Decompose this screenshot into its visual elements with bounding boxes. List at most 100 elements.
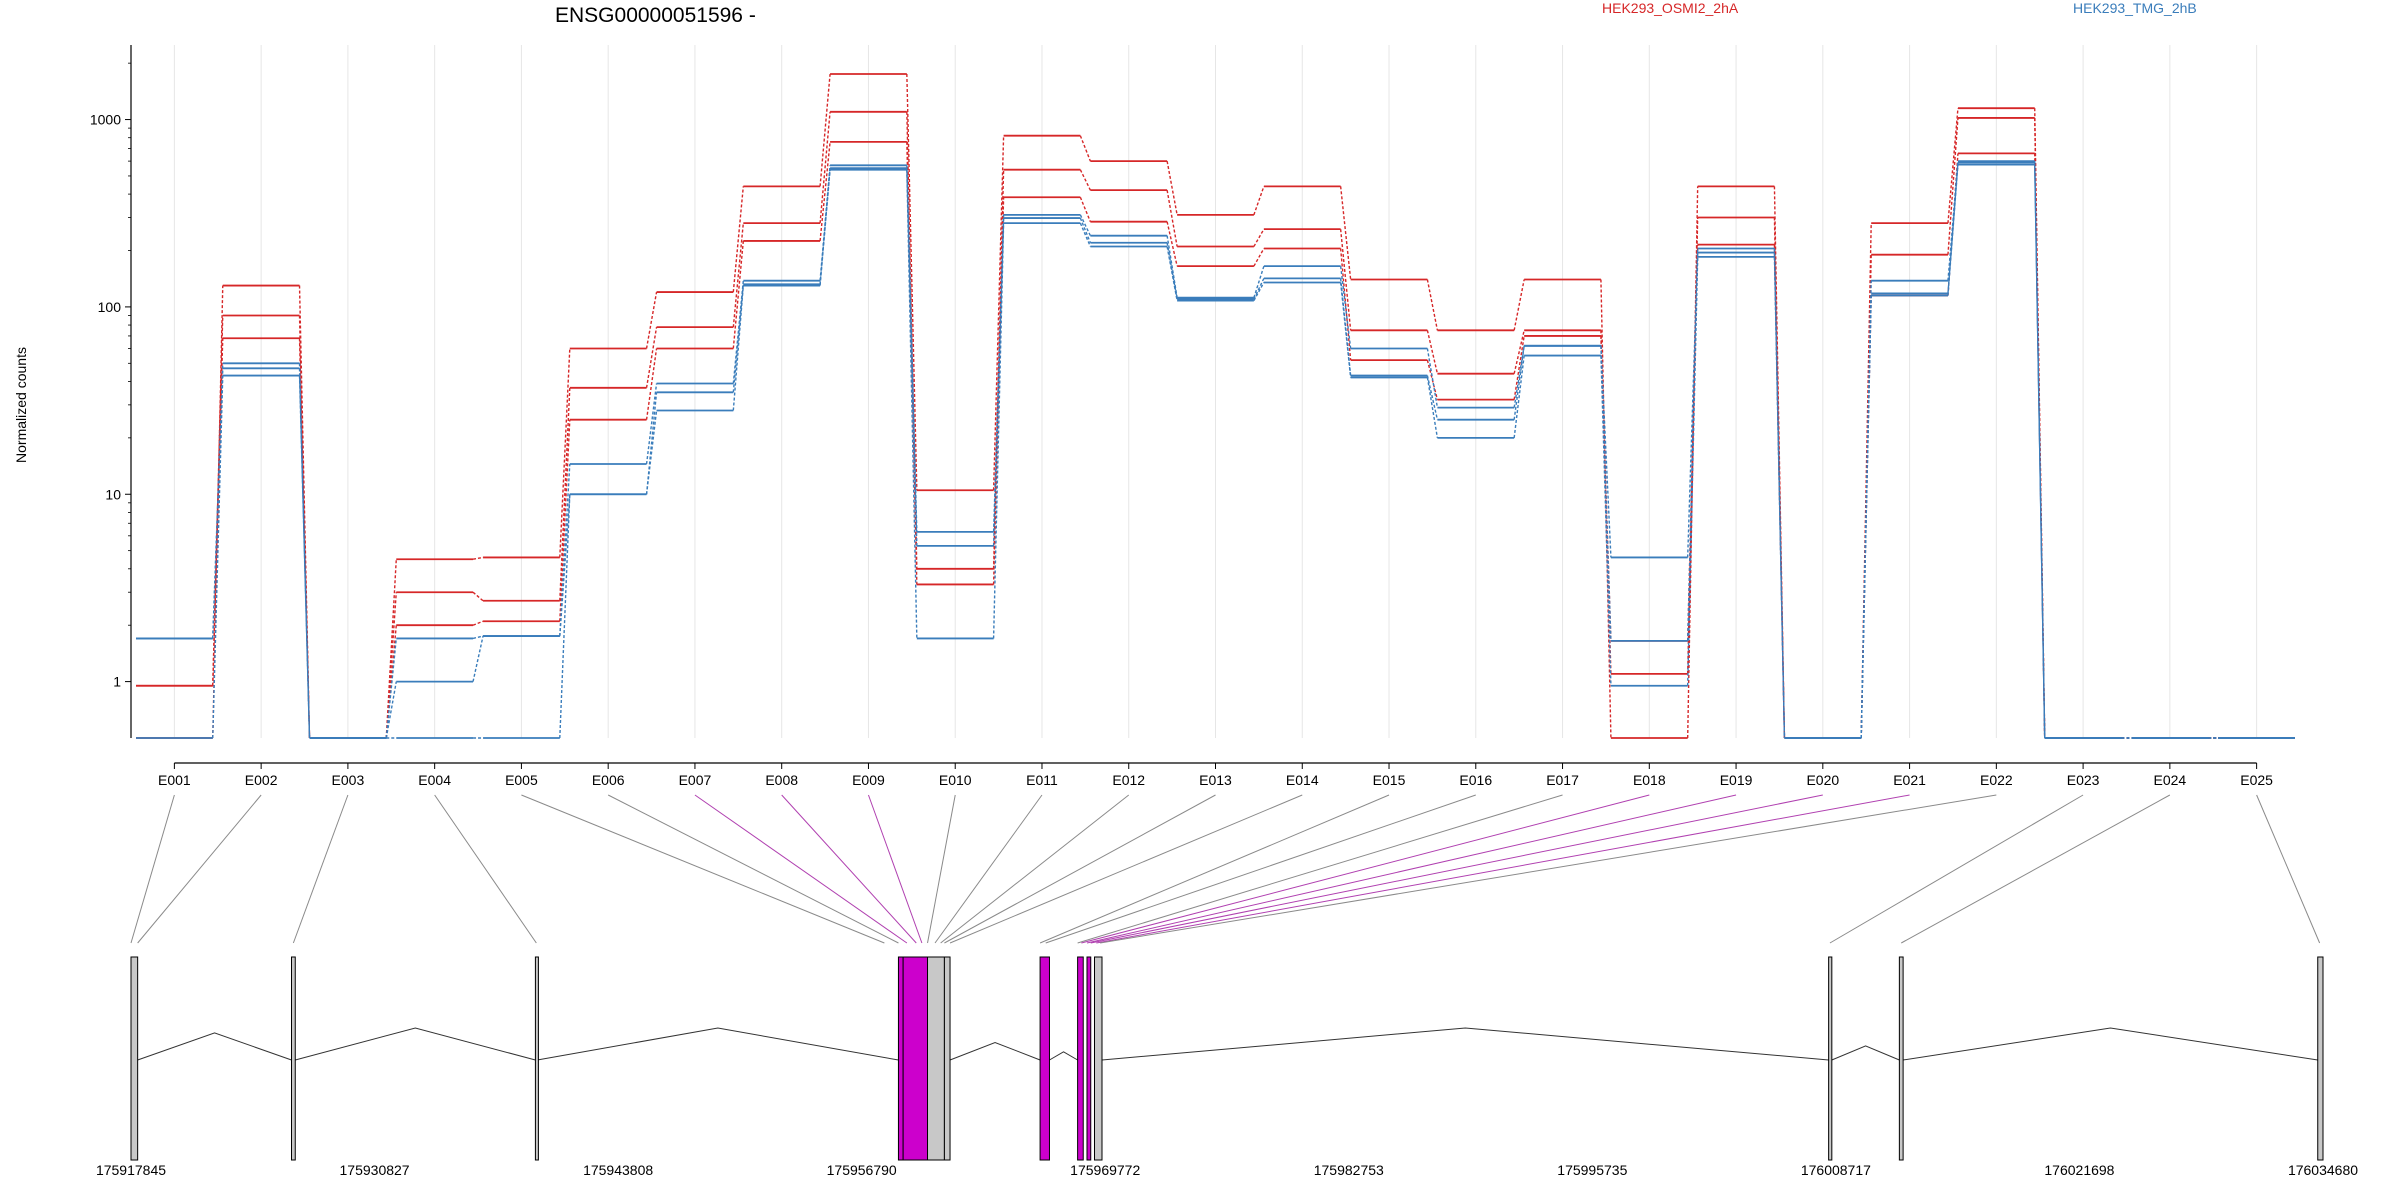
- intron-line: [295, 1027, 536, 1061]
- connector-E017: [1077, 794, 1563, 944]
- x-tick-label-E020: E020: [1806, 772, 1839, 788]
- series-1-step: [1253, 228, 1265, 247]
- series-1-step: [645, 327, 658, 388]
- series-0-step: [819, 73, 831, 187]
- connector-E003: [292, 794, 349, 944]
- series-3-step: [1860, 280, 1872, 739]
- series-0-step: [1253, 186, 1265, 216]
- coordinate-label-0: 175917845: [96, 1162, 166, 1178]
- connector-E006: [607, 794, 899, 944]
- series-2-step: [1339, 248, 1352, 361]
- exon-block-5: [927, 956, 945, 1161]
- series-2-step: [212, 338, 224, 686]
- y-tick-label-2: 100: [98, 299, 122, 315]
- series-5-step: [1686, 256, 1699, 686]
- x-tick-label-E021: E021: [1893, 772, 1926, 788]
- y-tick-label-0: 1: [113, 674, 121, 690]
- x-tick-label-E008: E008: [765, 772, 798, 788]
- series-1-step: [559, 387, 571, 601]
- series-0-step: [1513, 279, 1525, 331]
- series-3-step: [1079, 214, 1091, 236]
- series-1-step: [732, 223, 745, 328]
- series-5-step: [2034, 164, 2046, 739]
- series-3-step: [472, 635, 484, 640]
- x-tick-label-E007: E007: [679, 772, 712, 788]
- coordinate-label-7: 176008717: [1801, 1162, 1871, 1178]
- exon-block-8: [1077, 956, 1084, 1161]
- x-tick-label-E004: E004: [418, 772, 451, 788]
- connector-E009: [867, 794, 923, 944]
- connector-E014: [949, 794, 1303, 944]
- series-1-step: [1079, 169, 1091, 191]
- x-tick-label-E011: E011: [1026, 772, 1058, 788]
- x-tick-label-E003: E003: [332, 772, 365, 788]
- connector-E010: [927, 794, 956, 944]
- exon-block-4: [902, 956, 929, 1161]
- series-5-step: [1339, 282, 1352, 378]
- series-0-step: [992, 135, 1005, 491]
- coordinate-label-8: 176021698: [2044, 1162, 2114, 1178]
- series-4-step: [1253, 278, 1265, 300]
- intron-line: [1101, 1027, 1829, 1061]
- series-4-step: [298, 368, 311, 739]
- series-5-step: [992, 223, 1005, 639]
- connector-E001: [130, 794, 175, 944]
- x-tick-label-E012: E012: [1112, 772, 1145, 788]
- series-5-step: [559, 494, 571, 637]
- exon-block-11: [1828, 956, 1833, 1161]
- series-5-step: [472, 635, 484, 682]
- series-lines: [136, 73, 2295, 739]
- x-tick-label-E010: E010: [939, 772, 972, 788]
- series-2-step: [732, 240, 745, 349]
- exon-block-6: [943, 956, 951, 1161]
- intron-line: [537, 1027, 899, 1061]
- series-2-step: [1513, 335, 1525, 400]
- x-tick-label-E019: E019: [1720, 772, 1753, 788]
- x-tick-label-E017: E017: [1546, 772, 1579, 788]
- exon-block-10: [1093, 956, 1103, 1161]
- x-tick-label-E023: E023: [2067, 772, 2100, 788]
- series-4-step: [1079, 217, 1092, 244]
- series-5-step: [1860, 295, 1872, 739]
- series-0-step: [1600, 279, 1612, 739]
- x-tick-label-E009: E009: [852, 772, 885, 788]
- series-4-step: [559, 494, 571, 739]
- series-1-step: [1166, 190, 1178, 247]
- series-5-step: [1253, 282, 1265, 301]
- connector-E004: [434, 794, 537, 944]
- connector-E008: [781, 794, 917, 944]
- series-4-step: [732, 284, 745, 393]
- connector-E023: [1829, 794, 2084, 944]
- x-tick-label-E018: E018: [1633, 772, 1666, 788]
- series-5-step: [732, 285, 745, 411]
- connector-E011: [934, 794, 1043, 944]
- series-2-step: [645, 348, 658, 420]
- x-tick-label-E015: E015: [1373, 772, 1406, 788]
- x-tick-label-E025: E025: [2240, 772, 2273, 788]
- series-2-step: [559, 419, 571, 622]
- legend-label-osmi2: HEK293_OSMI2_2hA: [1602, 0, 1739, 16]
- connector-E021: [1096, 794, 1910, 944]
- connector-E019: [1086, 794, 1737, 944]
- y-tick-label-1: 10: [105, 486, 121, 502]
- exon-block-2: [534, 956, 539, 1161]
- series-0-step: [1339, 186, 1352, 280]
- coordinate-label-2: 175943808: [583, 1162, 653, 1178]
- series-4-step: [819, 168, 831, 285]
- exon-block-13: [2317, 956, 2324, 1161]
- series-5-step: [212, 375, 224, 739]
- x-tick-label-E001: E001: [158, 772, 191, 788]
- series-5-step: [1773, 256, 1786, 739]
- series-0-step: [645, 291, 658, 349]
- coordinate-label-6: 175995735: [1557, 1162, 1627, 1178]
- series-1-step: [1339, 229, 1352, 331]
- exon-block-1: [291, 956, 296, 1161]
- grid-lines: [173, 45, 2258, 738]
- series-0-step: [732, 186, 745, 293]
- connector-E012: [940, 794, 1130, 944]
- series-1-step: [1947, 117, 1959, 255]
- series-3-step: [1426, 348, 1439, 408]
- connector-E016: [1045, 794, 1476, 944]
- intron-line: [949, 1041, 1041, 1061]
- series-4-step: [1773, 252, 1786, 739]
